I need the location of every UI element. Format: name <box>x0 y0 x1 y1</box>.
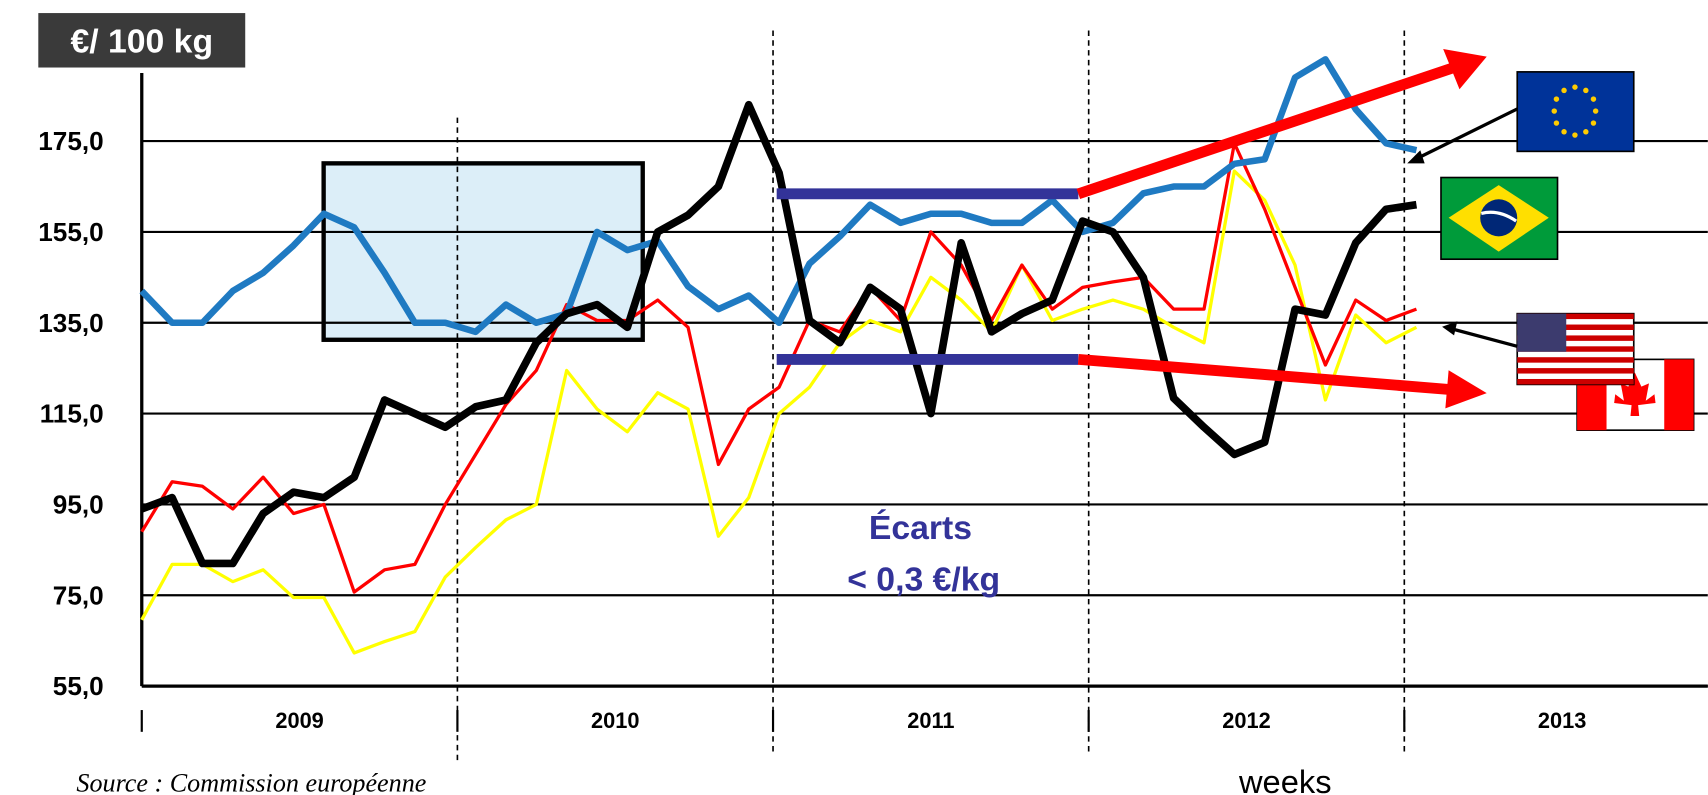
trend-arrow <box>1076 62 1456 200</box>
series-line <box>140 100 1418 568</box>
pointer-arrow <box>1451 327 1518 348</box>
y-tick-label: 75,0 <box>53 580 104 610</box>
series-line <box>140 169 1418 655</box>
unit-label: €/ 100 kg <box>70 22 213 60</box>
annotation: < 0,3 €/kg <box>847 560 1000 598</box>
trend-arrow <box>1077 353 1455 396</box>
plot: 55,0 75,0 95,0 115,0 135,0 155,0 175,0 2009 2010… <box>38 30 1708 763</box>
arrow-head <box>1443 49 1487 90</box>
x-tick-label: 2011 <box>907 708 954 733</box>
pointer-arrow <box>1415 107 1518 161</box>
y-tick-label: 115,0 <box>40 399 104 429</box>
flag-usa <box>1516 312 1635 386</box>
arrow-head <box>1442 321 1458 336</box>
x-axis-label: weeks <box>1238 763 1332 795</box>
x-tick-label: 2012 <box>1222 708 1270 733</box>
source: Source : Commission européenne <box>76 769 426 795</box>
x-tick-label: 2010 <box>591 708 639 733</box>
series-line <box>139 56 1418 336</box>
series-line <box>140 141 1418 594</box>
flag-eu <box>1516 71 1635 153</box>
annotation: Écarts <box>869 509 972 547</box>
x-tick-label: 2009 <box>275 708 323 733</box>
arrow-head <box>1445 370 1487 409</box>
y-tick-label: 175,0 <box>38 126 103 156</box>
unit-box <box>38 13 246 68</box>
y-tick-label: 95,0 <box>53 490 104 520</box>
x-tick-label: 2013 <box>1538 708 1586 733</box>
y-tick-label: 135,0 <box>38 308 103 338</box>
y-tick-label: 155,0 <box>38 217 103 247</box>
flag-canada <box>1576 358 1695 431</box>
y-tick-label: 55,0 <box>53 671 104 701</box>
arrow-head <box>1407 150 1425 164</box>
flag-brazil <box>1440 176 1559 261</box>
